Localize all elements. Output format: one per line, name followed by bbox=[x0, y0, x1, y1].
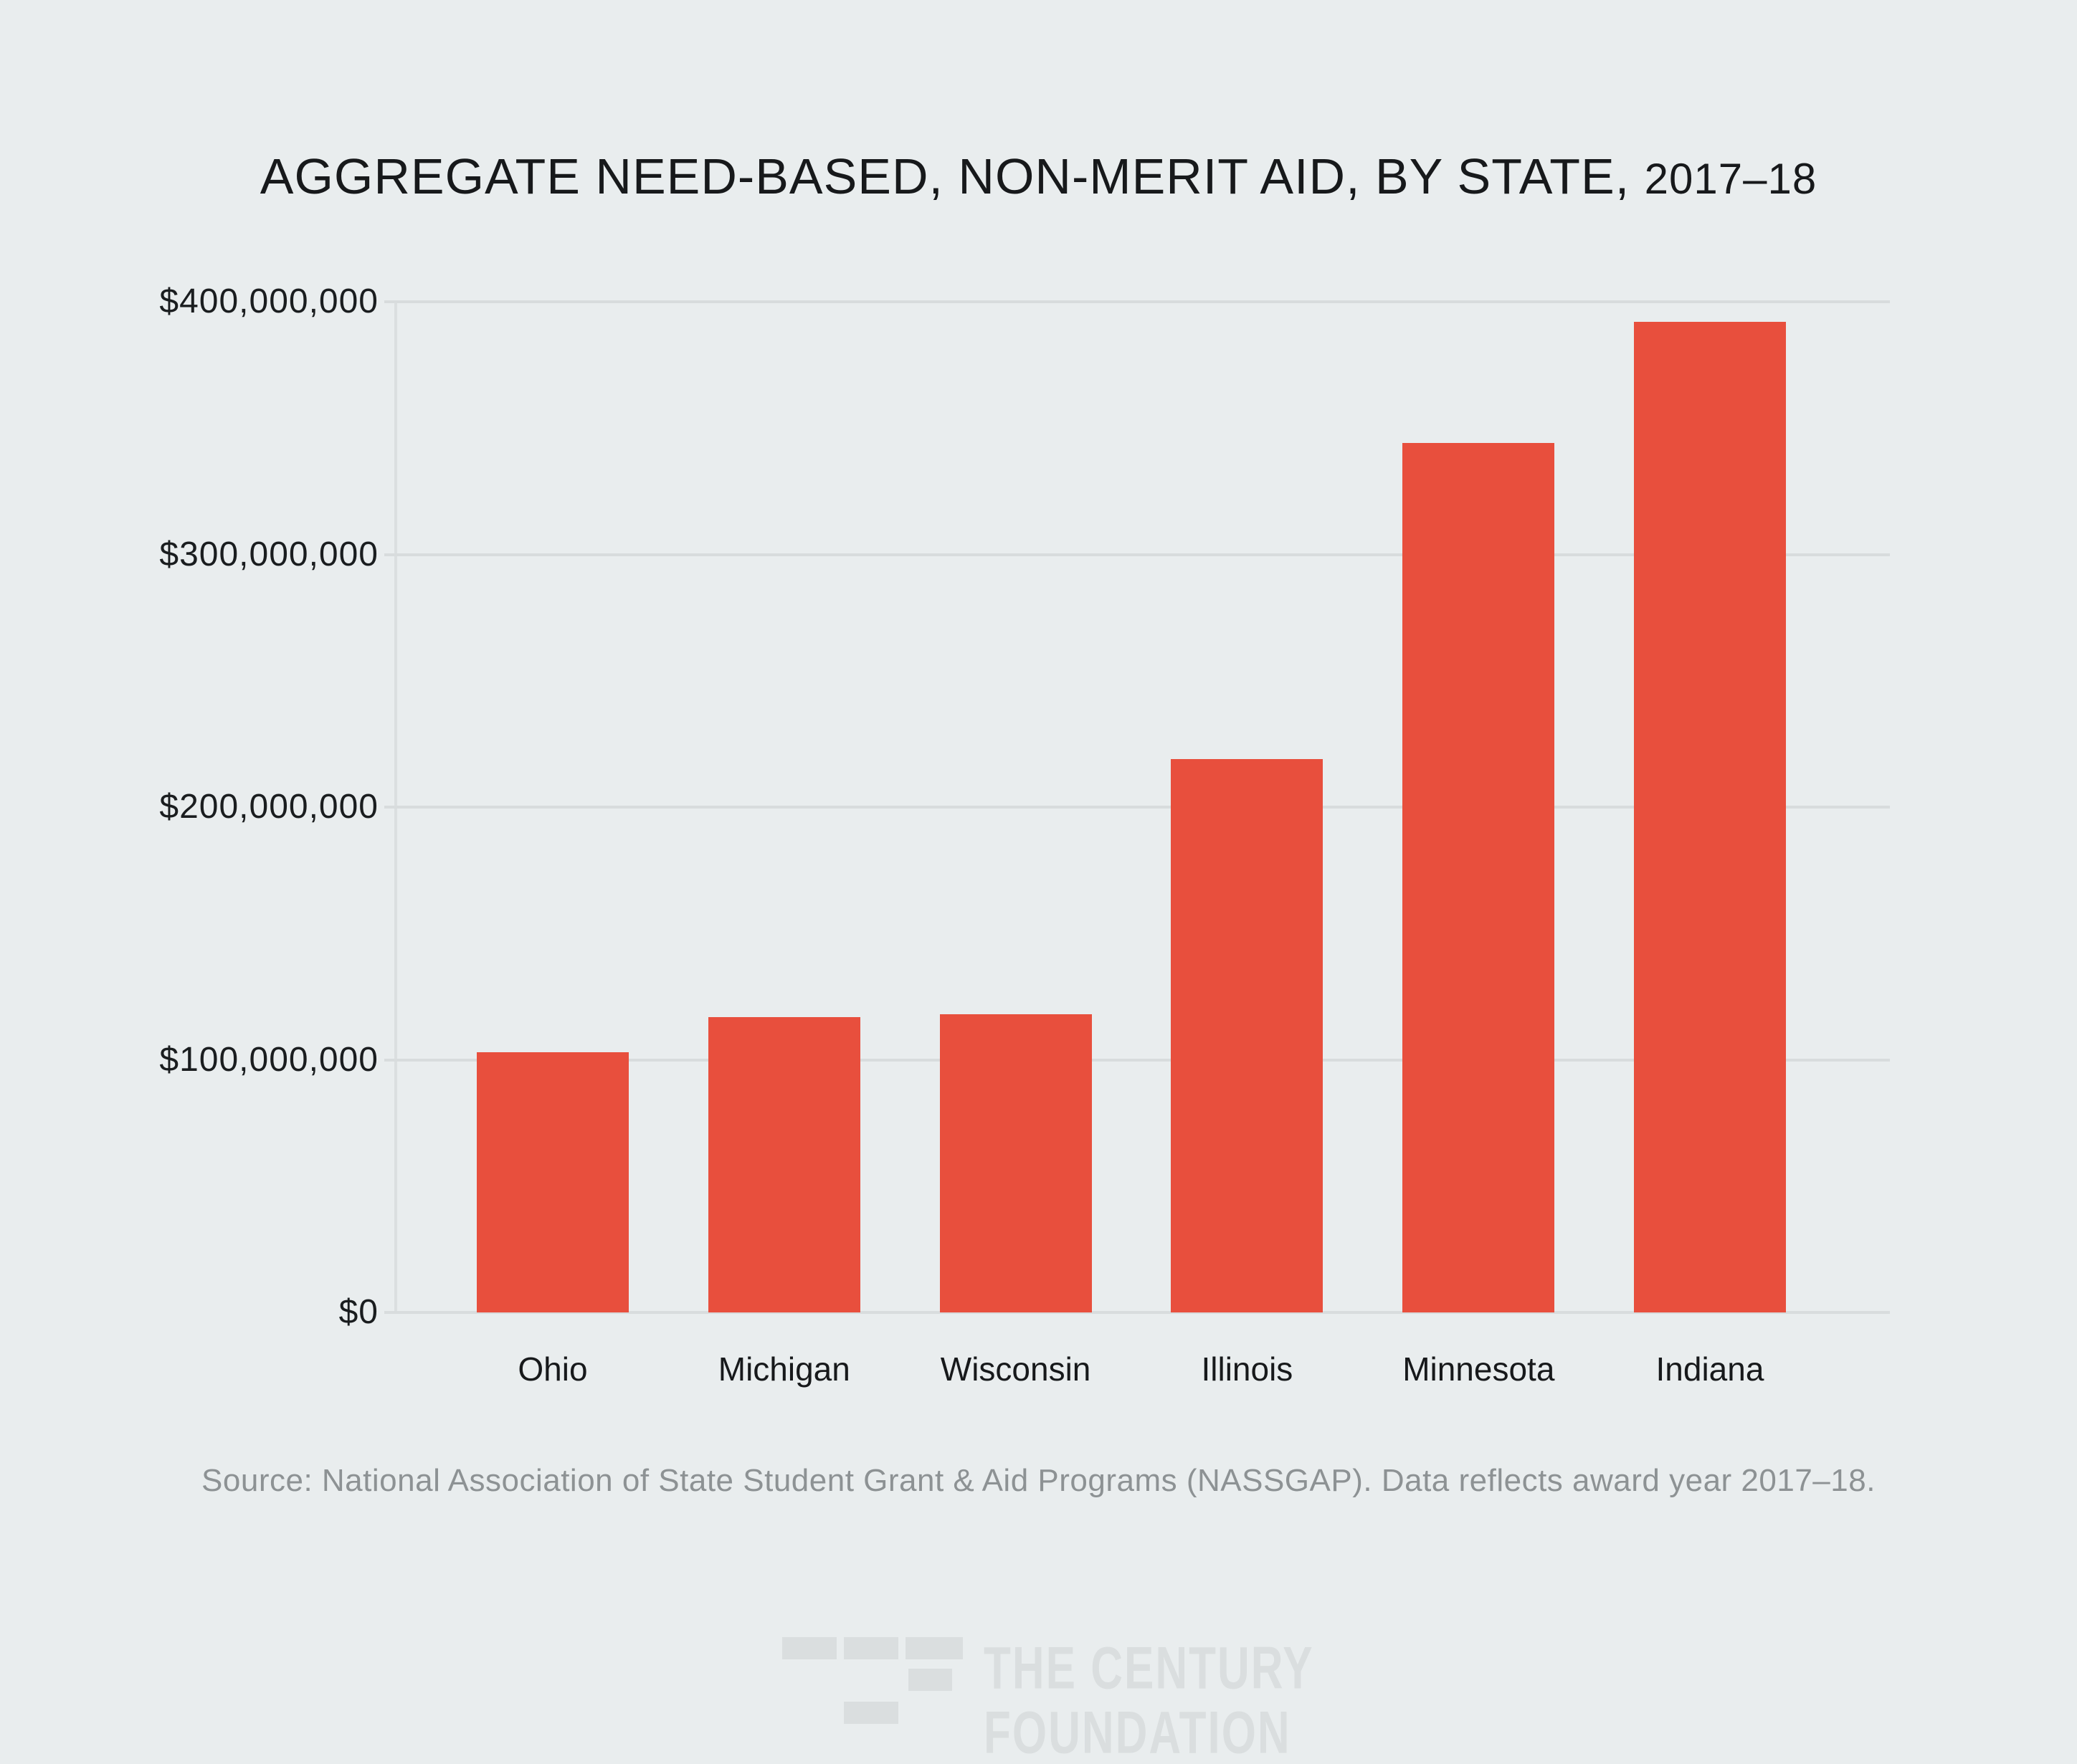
x-axis-labels: Ohio Michigan Wisconsin Illinois Minnesota In… bbox=[394, 1348, 1890, 1391]
tcf-logo-text-line2: FOUNDATION bbox=[984, 1699, 1291, 1764]
y-axis-label: $400,000,000 bbox=[159, 282, 379, 320]
bar-illinois bbox=[1171, 759, 1323, 1312]
bar-ohio bbox=[477, 1052, 629, 1312]
tcf-logo-mark-icon bbox=[782, 1637, 837, 1659]
y-axis-label: $300,000,000 bbox=[159, 535, 379, 573]
source-note: Source: National Association of State St… bbox=[201, 1463, 1876, 1498]
tcf-logo-mark-icon bbox=[844, 1702, 898, 1724]
x-axis-label-indiana: Indiana bbox=[1655, 1350, 1764, 1388]
x-axis-label-wisconsin: Wisconsin bbox=[940, 1350, 1091, 1388]
y-axis-label: $100,000,000 bbox=[159, 1041, 379, 1079]
y-tick bbox=[384, 1311, 394, 1314]
plot-area bbox=[384, 300, 1890, 1314]
x-axis-label-michigan: Michigan bbox=[718, 1350, 850, 1388]
bars-group bbox=[394, 302, 1890, 1312]
bar-michigan bbox=[708, 1016, 860, 1312]
tcf-logo-mark-icon bbox=[906, 1637, 963, 1659]
chart-title: AGGREGATE NEED-BASED, NON-MERIT AID, BY … bbox=[0, 148, 2077, 208]
y-tick bbox=[384, 553, 394, 556]
x-axis-label-minnesota: Minnesota bbox=[1402, 1350, 1555, 1388]
gridline-$200,000,000 bbox=[394, 806, 1890, 809]
y-axis-label: $0 bbox=[338, 1293, 379, 1331]
chart-title-main: AGGREGATE NEED-BASED, NON-MERIT AID, BY … bbox=[260, 148, 1630, 204]
tcf-logo-mark-icon bbox=[844, 1637, 898, 1659]
y-axis-label: $200,000,000 bbox=[159, 788, 379, 826]
y-tick bbox=[384, 806, 394, 809]
x-axis-label-ohio: Ohio bbox=[518, 1350, 588, 1388]
x-axis-label-illinois: Illinois bbox=[1201, 1350, 1293, 1388]
tcf-logo-mark-icon bbox=[908, 1669, 952, 1691]
bar-indiana bbox=[1633, 322, 1786, 1312]
gridline-$400,000,000 bbox=[394, 300, 1890, 303]
gridline-$0 bbox=[394, 1311, 1890, 1314]
y-tick bbox=[384, 1059, 394, 1062]
y-tick bbox=[384, 300, 394, 303]
gridline-$300,000,000 bbox=[394, 553, 1890, 556]
tcf-logo-text-line1: THE CENTURY bbox=[984, 1635, 1314, 1702]
chart-title-year: 2017–18 bbox=[1644, 155, 1817, 203]
bar-minnesota bbox=[1402, 443, 1555, 1312]
gridline-$100,000,000 bbox=[394, 1059, 1890, 1062]
bar-wisconsin bbox=[939, 1014, 1092, 1312]
